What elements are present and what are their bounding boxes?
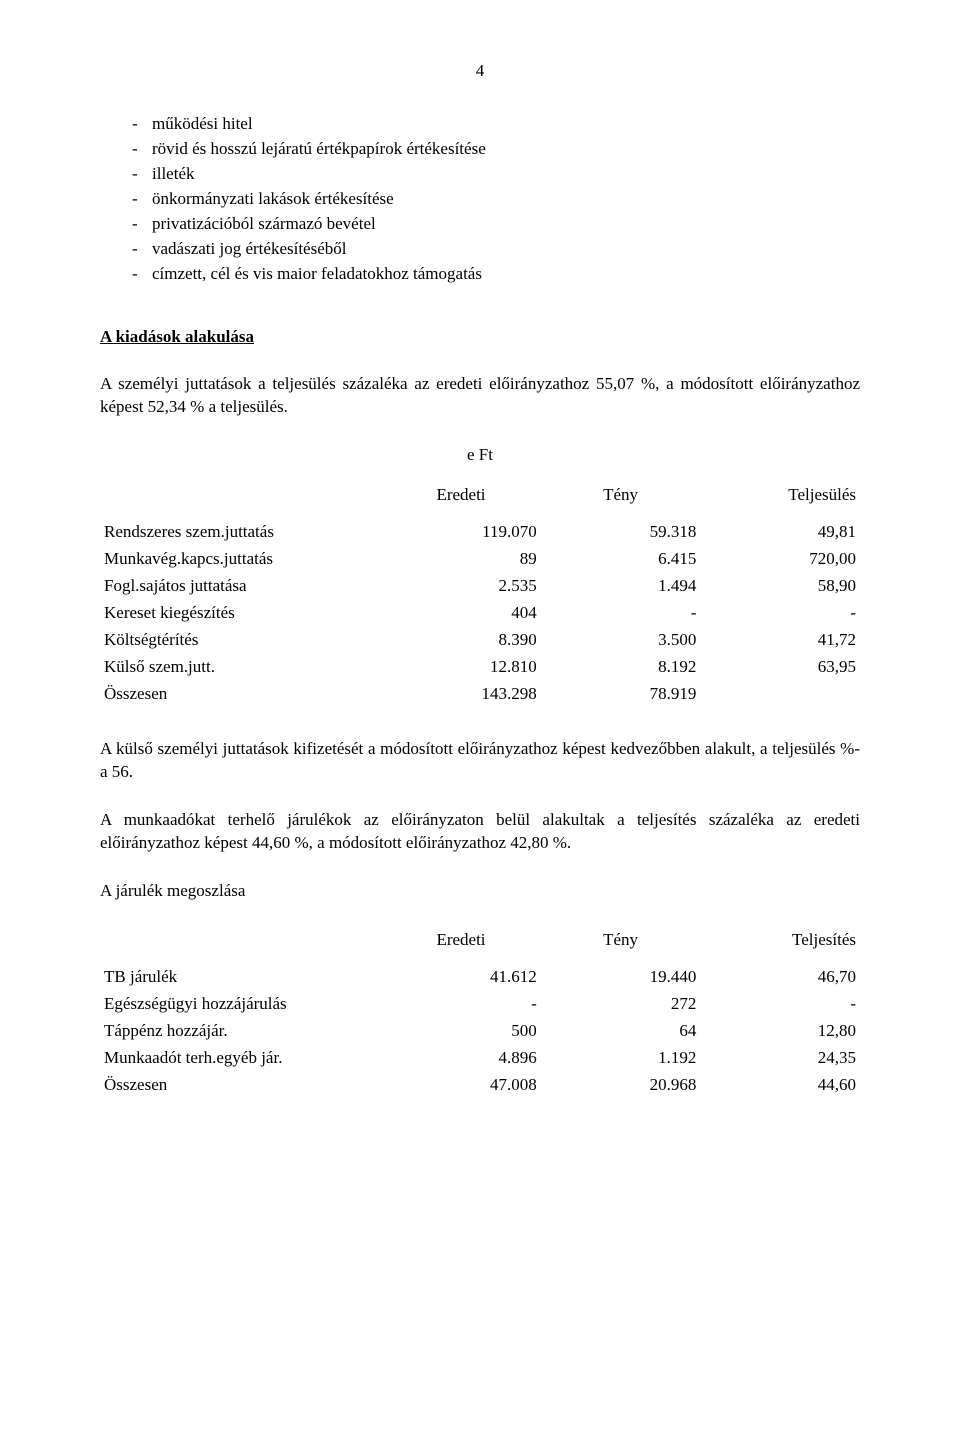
list-item: rövid és hosszú lejáratú értékpapírok ér… <box>100 138 860 161</box>
cell: 4.896 <box>381 1045 541 1072</box>
cell: 49,81 <box>700 519 860 546</box>
cell: 119.070 <box>381 519 541 546</box>
unit-label: e Ft <box>100 444 860 467</box>
page-number: 4 <box>100 60 860 83</box>
table-row: Táppénz hozzájár. 500 64 12,80 <box>100 1018 860 1045</box>
cell: 78.919 <box>541 681 701 708</box>
cell: 2.535 <box>381 573 541 600</box>
cell: 8.192 <box>541 654 701 681</box>
table-juttatasok: Eredeti Tény Teljesülés Rendszeres szem.… <box>100 482 860 708</box>
cell: 64 <box>541 1018 701 1045</box>
cell: - <box>541 600 701 627</box>
row-label: Rendszeres szem.juttatás <box>100 519 381 546</box>
table-row: Munkavég.kapcs.juttatás 89 6.415 720,00 <box>100 546 860 573</box>
table-row: Külső szem.jutt. 12.810 8.192 63,95 <box>100 654 860 681</box>
table-header: Tény <box>541 927 701 964</box>
cell: 20.968 <box>541 1072 701 1099</box>
row-label: Összesen <box>100 681 381 708</box>
cell: 47.008 <box>381 1072 541 1099</box>
paragraph: A járulék megoszlása <box>100 880 860 903</box>
cell: 24,35 <box>700 1045 860 1072</box>
row-label: Munkavég.kapcs.juttatás <box>100 546 381 573</box>
table-header: Teljesülés <box>700 482 860 519</box>
cell: 1.494 <box>541 573 701 600</box>
cell: 44,60 <box>700 1072 860 1099</box>
cell: 12,80 <box>700 1018 860 1045</box>
table-row: Kereset kiegészítés 404 - - <box>100 600 860 627</box>
cell: - <box>700 991 860 1018</box>
paragraph: A személyi juttatások a teljesülés száza… <box>100 373 860 419</box>
cell: 272 <box>541 991 701 1018</box>
row-label: Költségtérítés <box>100 627 381 654</box>
table-header: Teljesítés <box>700 927 860 964</box>
list-item: önkormányzati lakások értékesítése <box>100 188 860 211</box>
list-item: címzett, cél és vis maior feladatokhoz t… <box>100 263 860 286</box>
cell: 720,00 <box>700 546 860 573</box>
row-label: Fogl.sajátos juttatása <box>100 573 381 600</box>
bullet-list: működési hitel rövid és hosszú lejáratú … <box>100 113 860 286</box>
paragraph: A munkaadókat terhelő járulékok az előir… <box>100 809 860 855</box>
cell: 1.192 <box>541 1045 701 1072</box>
table-row: Munkaadót terh.egyéb jár. 4.896 1.192 24… <box>100 1045 860 1072</box>
row-label: Munkaadót terh.egyéb jár. <box>100 1045 381 1072</box>
cell: 63,95 <box>700 654 860 681</box>
list-item: vadászati jog értékesítéséből <box>100 238 860 261</box>
cell: 500 <box>381 1018 541 1045</box>
table-row: TB járulék 41.612 19.440 46,70 <box>100 964 860 991</box>
row-label: TB járulék <box>100 964 381 991</box>
paragraph: A külső személyi juttatások kifizetését … <box>100 738 860 784</box>
cell: 58,90 <box>700 573 860 600</box>
cell: 41,72 <box>700 627 860 654</box>
list-item: illeték <box>100 163 860 186</box>
cell: 59.318 <box>541 519 701 546</box>
table-header-row: Eredeti Tény Teljesítés <box>100 927 860 964</box>
cell: 41.612 <box>381 964 541 991</box>
table-header: Eredeti <box>381 927 541 964</box>
table-row: Költségtérítés 8.390 3.500 41,72 <box>100 627 860 654</box>
table-row: Rendszeres szem.juttatás 119.070 59.318 … <box>100 519 860 546</box>
cell: - <box>700 600 860 627</box>
row-label: Külső szem.jutt. <box>100 654 381 681</box>
cell: 404 <box>381 600 541 627</box>
table-header <box>100 927 381 964</box>
cell: 3.500 <box>541 627 701 654</box>
cell: 6.415 <box>541 546 701 573</box>
cell: 8.390 <box>381 627 541 654</box>
cell: 12.810 <box>381 654 541 681</box>
table-row: Fogl.sajátos juttatása 2.535 1.494 58,90 <box>100 573 860 600</box>
table-header: Eredeti <box>381 482 541 519</box>
cell: 143.298 <box>381 681 541 708</box>
table-header-row: Eredeti Tény Teljesülés <box>100 482 860 519</box>
section-heading: A kiadások alakulása <box>100 326 860 349</box>
list-item: privatizációból származó bevétel <box>100 213 860 236</box>
table-jarulekok: Eredeti Tény Teljesítés TB járulék 41.61… <box>100 927 860 1099</box>
table-row: Egészségügyi hozzájárulás - 272 - <box>100 991 860 1018</box>
table-header <box>100 482 381 519</box>
cell: 19.440 <box>541 964 701 991</box>
table-row: Összesen 143.298 78.919 <box>100 681 860 708</box>
table-row: Összesen 47.008 20.968 44,60 <box>100 1072 860 1099</box>
list-item: működési hitel <box>100 113 860 136</box>
row-label: Táppénz hozzájár. <box>100 1018 381 1045</box>
cell: 46,70 <box>700 964 860 991</box>
cell: 89 <box>381 546 541 573</box>
row-label: Egészségügyi hozzájárulás <box>100 991 381 1018</box>
row-label: Összesen <box>100 1072 381 1099</box>
cell: - <box>381 991 541 1018</box>
table-header: Tény <box>541 482 701 519</box>
row-label: Kereset kiegészítés <box>100 600 381 627</box>
cell <box>700 681 860 708</box>
